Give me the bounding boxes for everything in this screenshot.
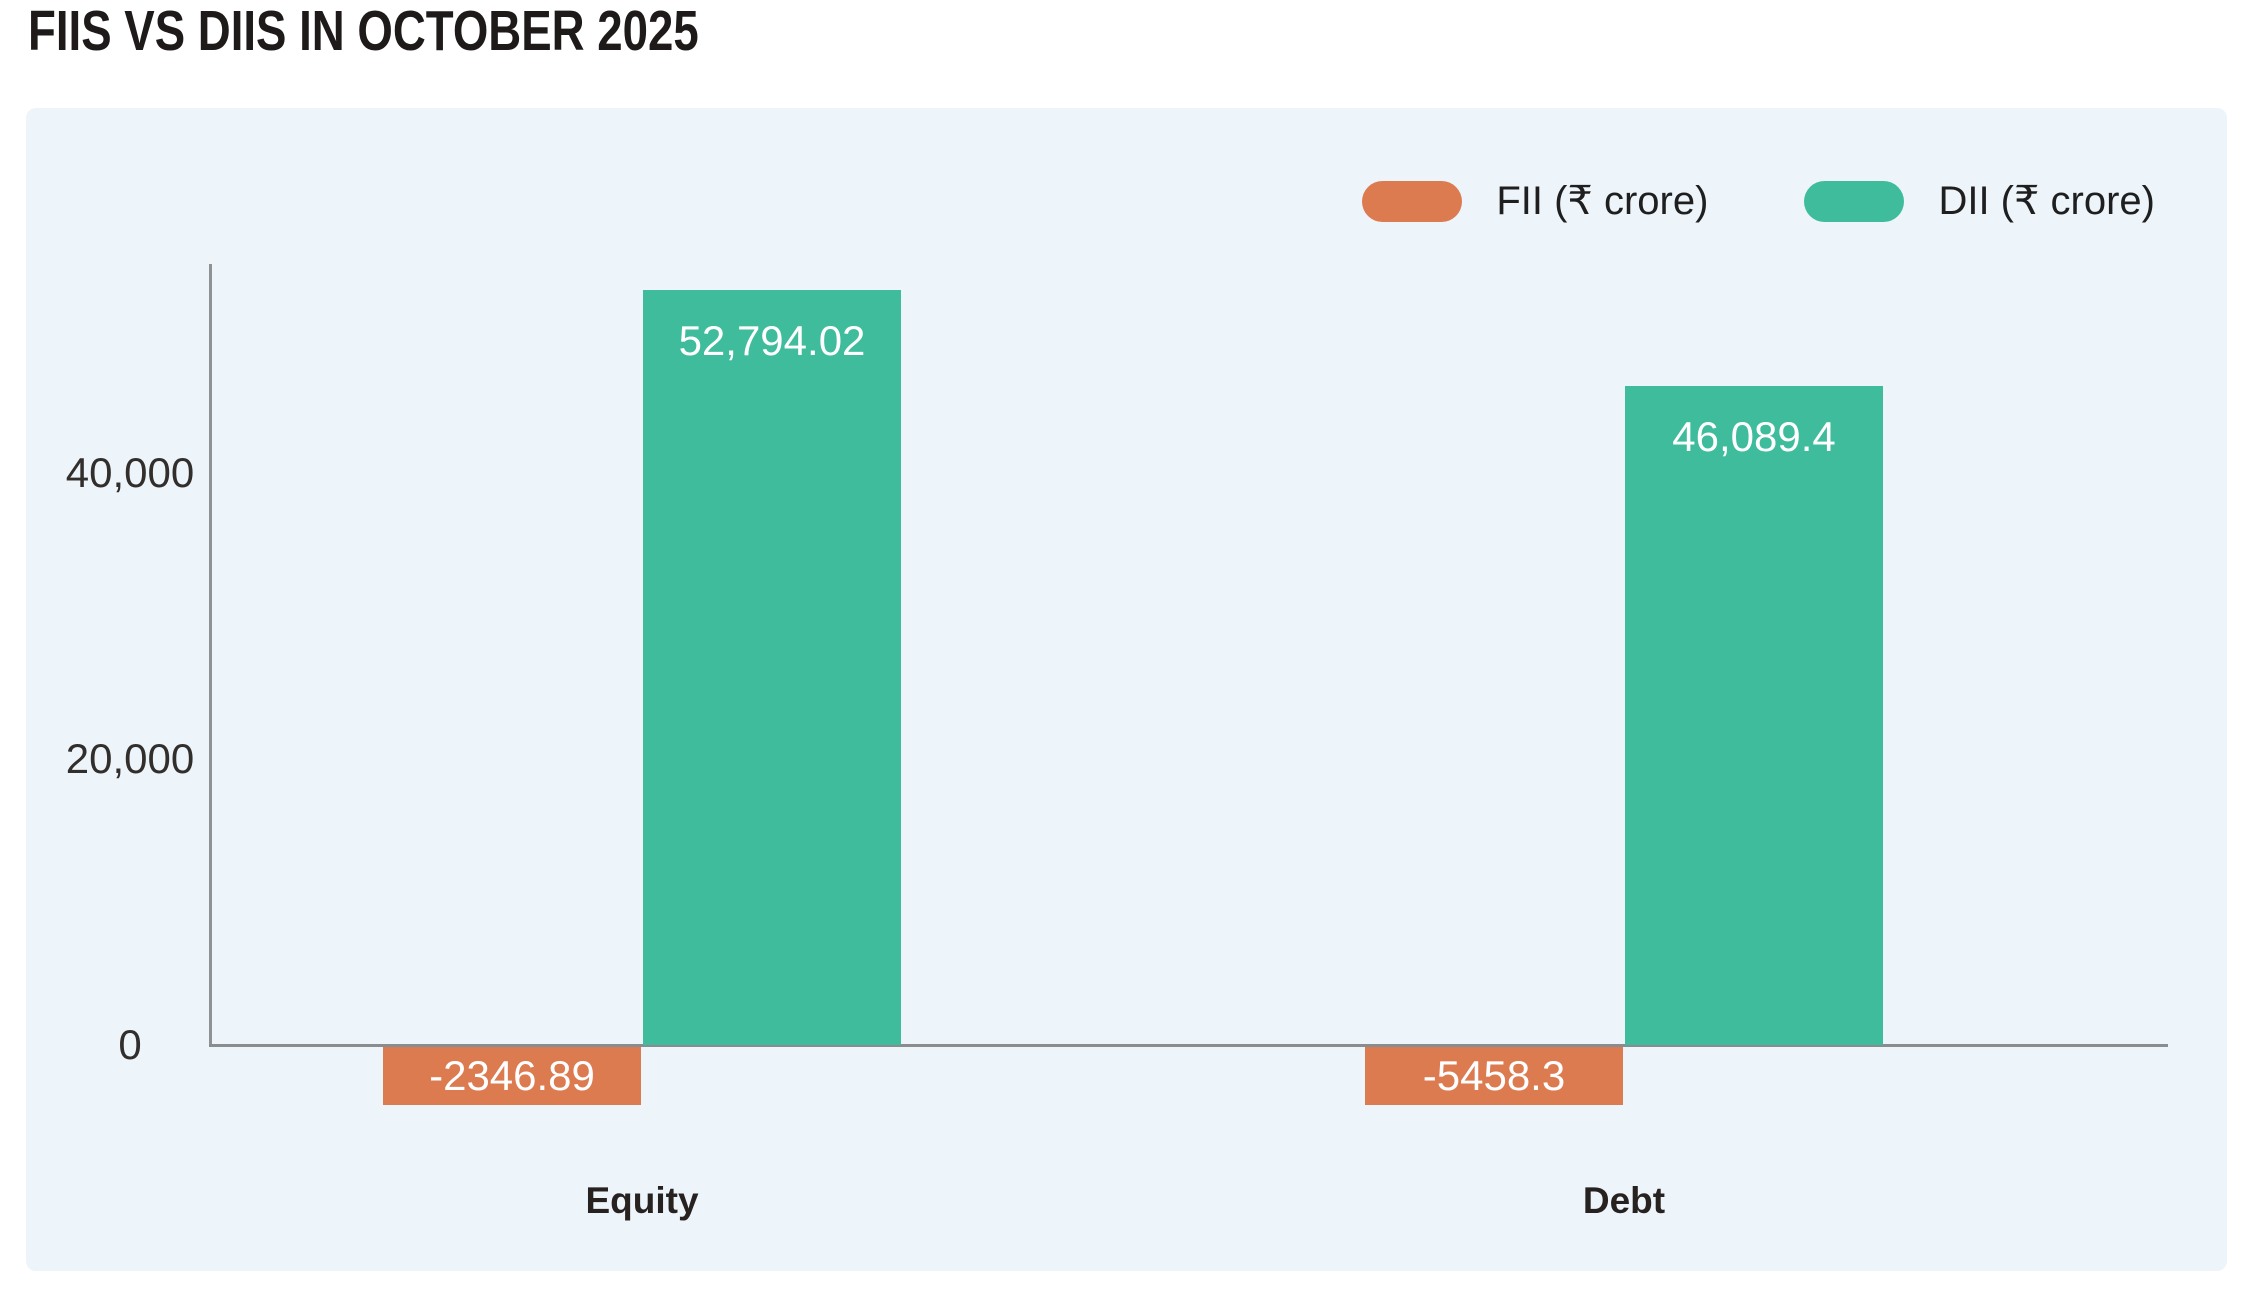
y-tick-label-40000: 40,000 (65, 449, 195, 496)
fii-legend-swatch (1362, 180, 1463, 222)
bar-value-label-dii-equity: 52,794.02 (678, 317, 866, 364)
y-tick-label-0: 0 (118, 1021, 142, 1068)
bar-dii-equity[interactable]: 52,794.02 (643, 290, 901, 1045)
legend-item-fii: FII (₹ crore) (1362, 178, 1708, 224)
x-axis-baseline (209, 1044, 2168, 1047)
bar-value-label-fii-debt: -5458.3 (1422, 1052, 1566, 1099)
legend: FII (₹ crore) DII (₹ crore) (1362, 178, 2155, 224)
category-label-debt: Debt (1582, 1180, 1666, 1221)
bar-value-label-fii-equity: -2346.89 (429, 1052, 595, 1099)
dii-legend-swatch (1804, 180, 1905, 222)
chart-panel: FII (₹ crore) DII (₹ crore) -2346.89 52,79… (26, 108, 2227, 1271)
category-label-equity: Equity (585, 1180, 699, 1221)
y-axis-line (209, 264, 212, 1047)
legend-label-fii: FII (₹ crore) (1496, 179, 1709, 223)
y-tick-label-20000: 20,000 (65, 735, 195, 782)
legend-label-dii: DII (₹ crore) (1938, 179, 2155, 223)
bar-dii-debt[interactable]: 46,089.4 (1625, 386, 1883, 1045)
bar-value-label-dii-debt: 46,089.4 (1672, 413, 1836, 460)
legend-item-dii: DII (₹ crore) (1804, 178, 2155, 224)
chart-title: FIIS VS DIIS IN OCTOBER 2025 (28, 0, 699, 63)
bar-fii-debt[interactable]: -5458.3 (1365, 1047, 1623, 1105)
bar-fii-equity[interactable]: -2346.89 (383, 1047, 641, 1105)
